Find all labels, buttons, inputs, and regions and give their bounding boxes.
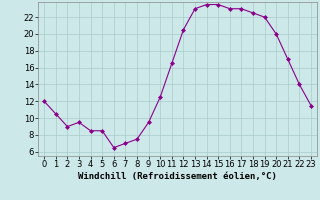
X-axis label: Windchill (Refroidissement éolien,°C): Windchill (Refroidissement éolien,°C)	[78, 172, 277, 181]
